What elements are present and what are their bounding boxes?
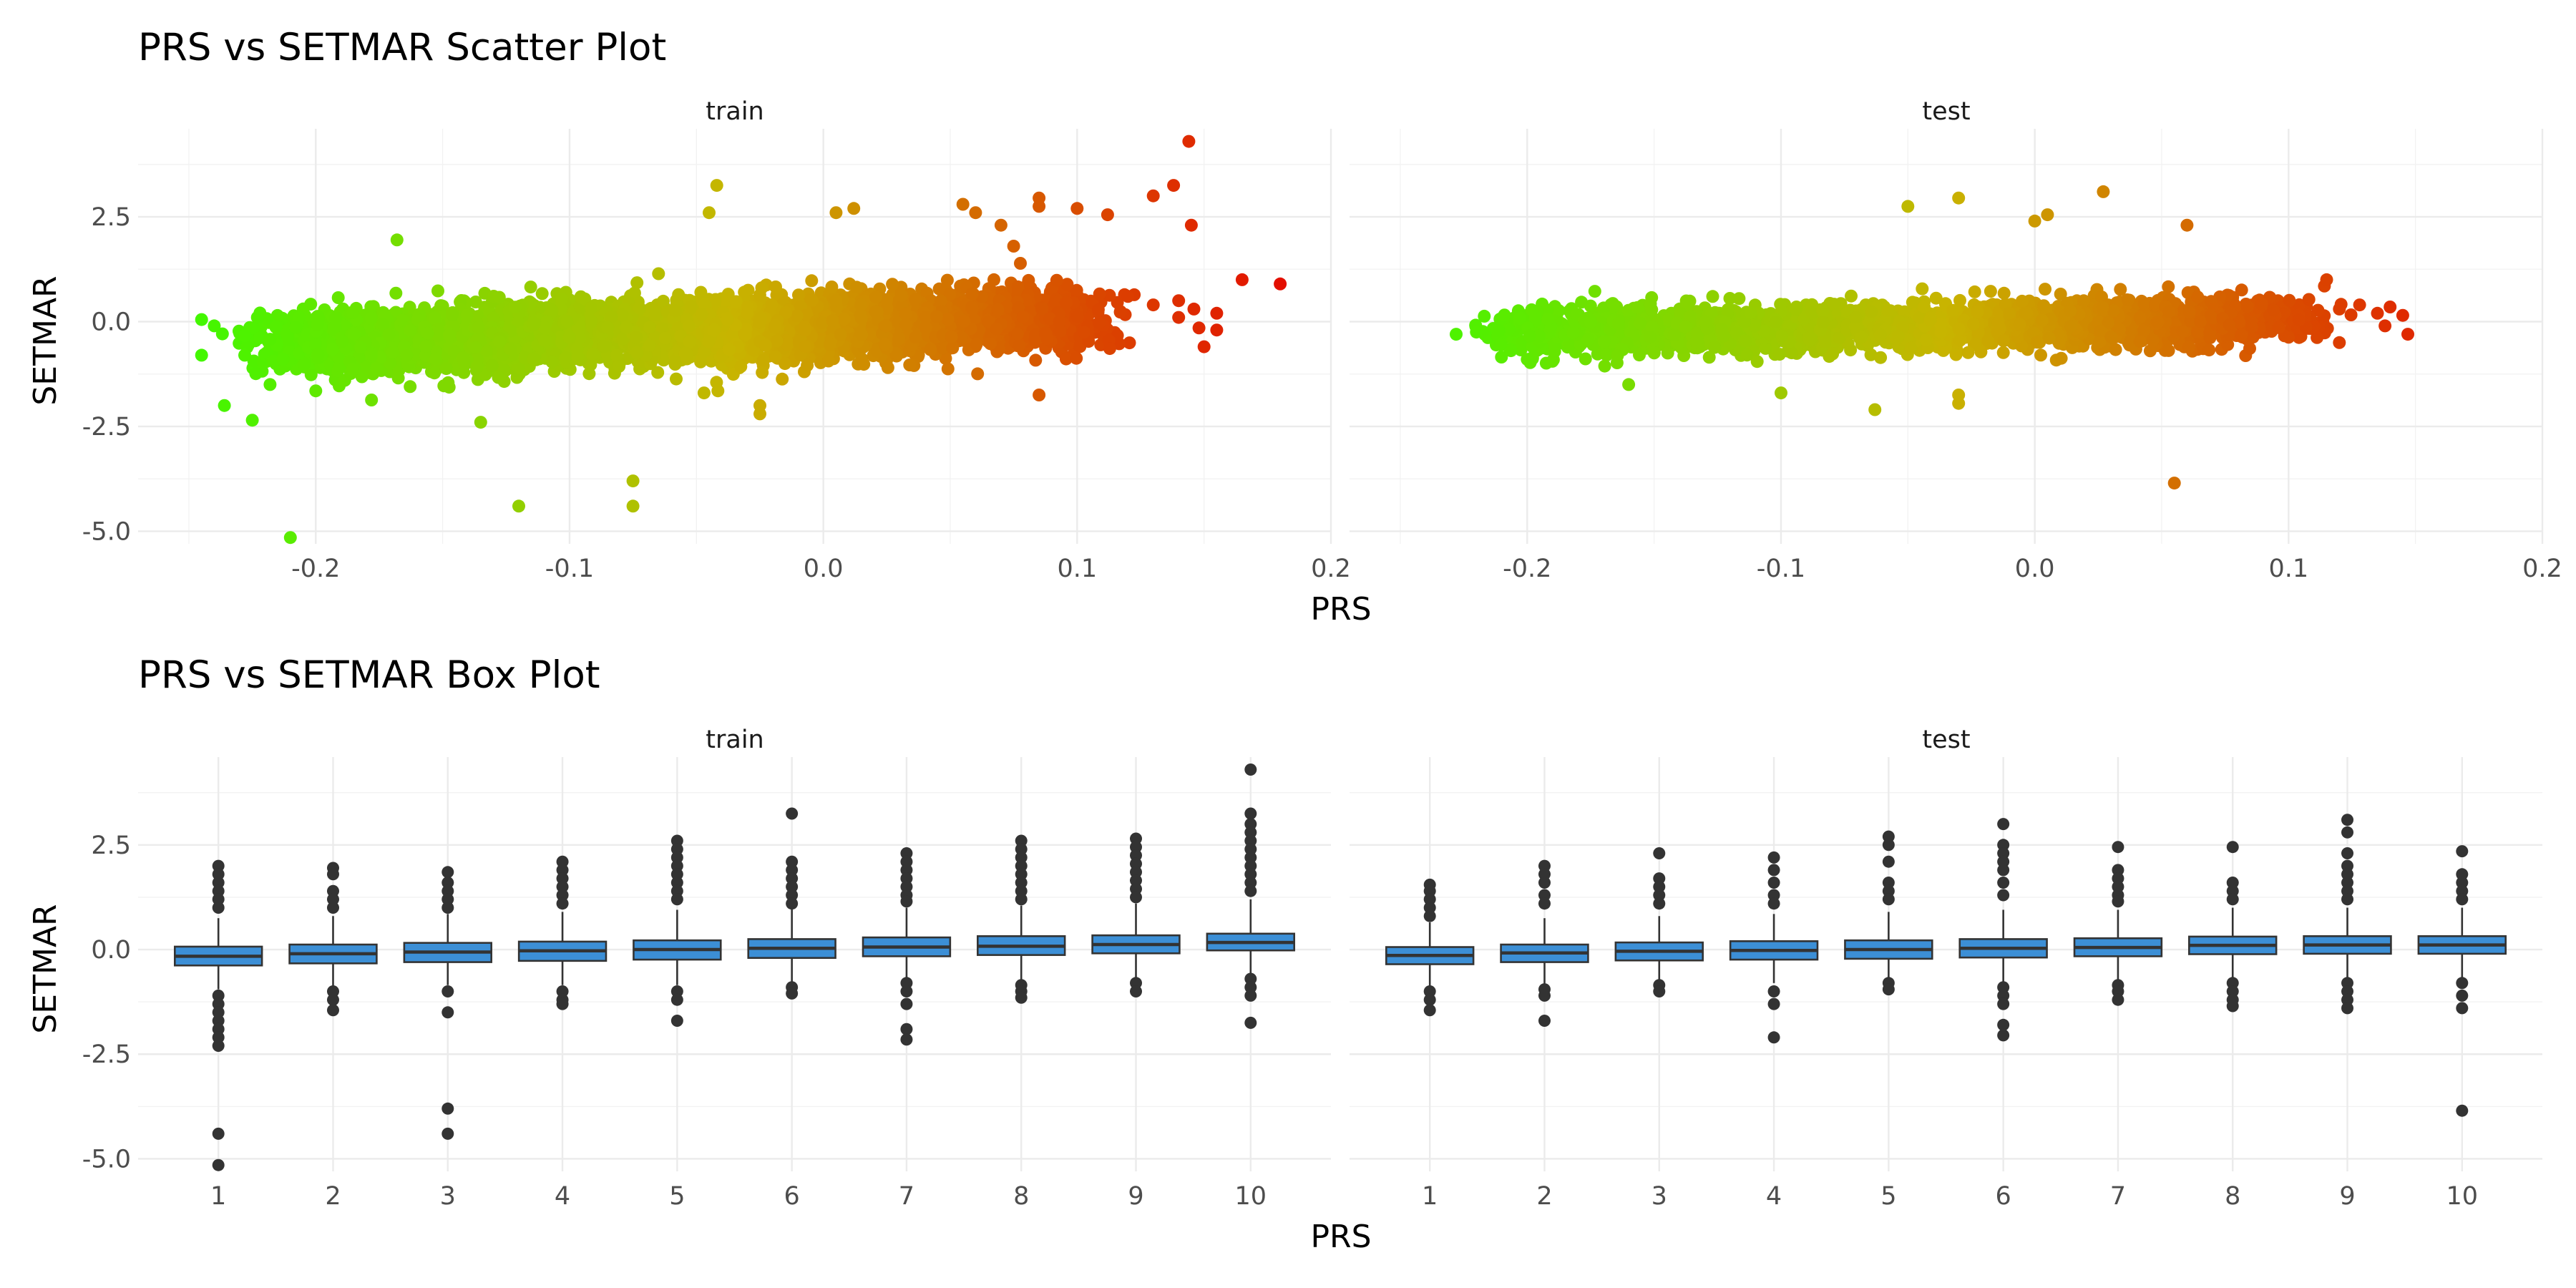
scatter-point bbox=[431, 284, 444, 298]
scatter-point bbox=[1029, 353, 1043, 367]
scatter-strip-train: train bbox=[706, 97, 763, 126]
box-strip-test: test bbox=[1922, 726, 1970, 754]
scatter-point bbox=[1050, 273, 1063, 287]
x-tick-label: 0.2 bbox=[1311, 555, 1351, 583]
scatter-point bbox=[984, 337, 997, 351]
scatter-point bbox=[886, 278, 899, 291]
scatter-point bbox=[304, 368, 318, 381]
scatter-point bbox=[1011, 327, 1024, 341]
x-tick-label: -0.1 bbox=[545, 555, 594, 583]
scatter-x-axis-label: PRS bbox=[1310, 591, 1371, 628]
scatter-point bbox=[535, 287, 549, 301]
scatter-point bbox=[987, 273, 1000, 286]
scatter-point bbox=[391, 371, 405, 385]
scatter-point bbox=[633, 301, 646, 315]
scatter-point bbox=[776, 372, 789, 386]
scatter-point bbox=[941, 362, 955, 376]
y-tick-label: -5.0 bbox=[82, 517, 131, 546]
scatter-point bbox=[1013, 338, 1026, 352]
scatter-point bbox=[652, 267, 665, 280]
scatter-point bbox=[710, 376, 723, 389]
scatter-panel-train: -0.2 -0.1 0.0 0.1 0.2 -5.0 -2.5 0.0 2.5 bbox=[82, 129, 1351, 583]
y-tick-label: 0.0 bbox=[91, 308, 131, 336]
scatter-point bbox=[492, 371, 505, 384]
scatter-point bbox=[971, 367, 985, 381]
y-tick-label: 2.5 bbox=[91, 203, 131, 232]
scatter-point bbox=[1011, 280, 1025, 293]
scatter-point bbox=[805, 274, 819, 288]
scatter-point bbox=[909, 293, 922, 306]
scatter-point bbox=[1113, 306, 1127, 319]
scatter-point bbox=[582, 367, 596, 381]
scatter-point bbox=[729, 295, 743, 308]
box-y-axis-label: SETMAR bbox=[27, 904, 64, 1033]
scatter-strip-test: test bbox=[1922, 97, 1970, 126]
box-strip-train: train bbox=[706, 726, 763, 754]
scatter-point bbox=[850, 280, 864, 294]
scatter-point bbox=[1022, 273, 1035, 287]
scatter-point bbox=[1070, 351, 1083, 365]
scatter-point bbox=[470, 360, 484, 374]
scatter-point bbox=[946, 341, 960, 355]
scatter-point bbox=[756, 366, 769, 379]
y-tick-label: -2.5 bbox=[82, 413, 131, 441]
scatter-point bbox=[801, 358, 814, 372]
scatter-point bbox=[238, 329, 252, 343]
scatter-point bbox=[524, 280, 537, 294]
box-x-axis-label: PRS bbox=[1310, 1219, 1371, 1255]
scatter-point bbox=[924, 343, 937, 356]
scatter-point bbox=[485, 358, 499, 372]
scatter-point bbox=[492, 291, 506, 304]
scatter-point bbox=[364, 311, 378, 325]
scatter-point bbox=[249, 367, 263, 381]
scatter-point bbox=[437, 379, 451, 393]
scatter-point bbox=[792, 288, 805, 302]
scatter-y-axis-label: SETMAR bbox=[27, 275, 64, 405]
scatter-point bbox=[753, 288, 766, 302]
scatter-point bbox=[670, 372, 683, 386]
scatter-point bbox=[331, 291, 345, 304]
x-tick-label: 0.1 bbox=[1057, 555, 1097, 583]
scatter-point bbox=[1014, 257, 1027, 270]
box-plot-title: PRS vs SETMAR Box Plot bbox=[138, 653, 600, 697]
scatter-point bbox=[892, 331, 906, 345]
scatter-point bbox=[439, 362, 453, 376]
scatter-point bbox=[304, 298, 318, 311]
x-tick-label: -0.2 bbox=[291, 555, 340, 583]
scatter-point bbox=[648, 308, 662, 322]
scatter-point bbox=[668, 358, 682, 371]
scatter-point bbox=[1103, 288, 1116, 302]
scatter-point bbox=[651, 366, 665, 379]
scatter-point bbox=[428, 311, 441, 325]
scatter-plot-title: PRS vs SETMAR Scatter Plot bbox=[138, 26, 666, 69]
x-tick-label: 0.0 bbox=[804, 555, 844, 583]
scatter-point bbox=[586, 347, 600, 361]
scatter-point bbox=[365, 394, 379, 406]
scatter-point bbox=[585, 301, 598, 315]
scatter-point bbox=[790, 309, 804, 323]
scatter-point bbox=[610, 348, 623, 362]
scatter-point bbox=[404, 380, 417, 394]
scatter-point bbox=[215, 327, 229, 341]
